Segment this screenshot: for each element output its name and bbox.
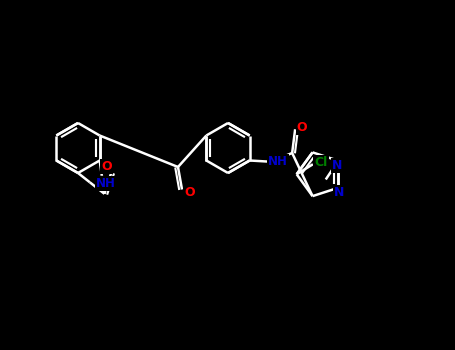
Text: O: O [185,186,195,199]
Text: O: O [297,121,308,134]
Text: NH: NH [268,155,288,168]
Text: NH: NH [96,177,116,190]
Text: Cl: Cl [314,156,328,169]
Text: N: N [334,186,344,199]
Text: O: O [101,160,111,173]
Text: N: N [332,159,343,172]
